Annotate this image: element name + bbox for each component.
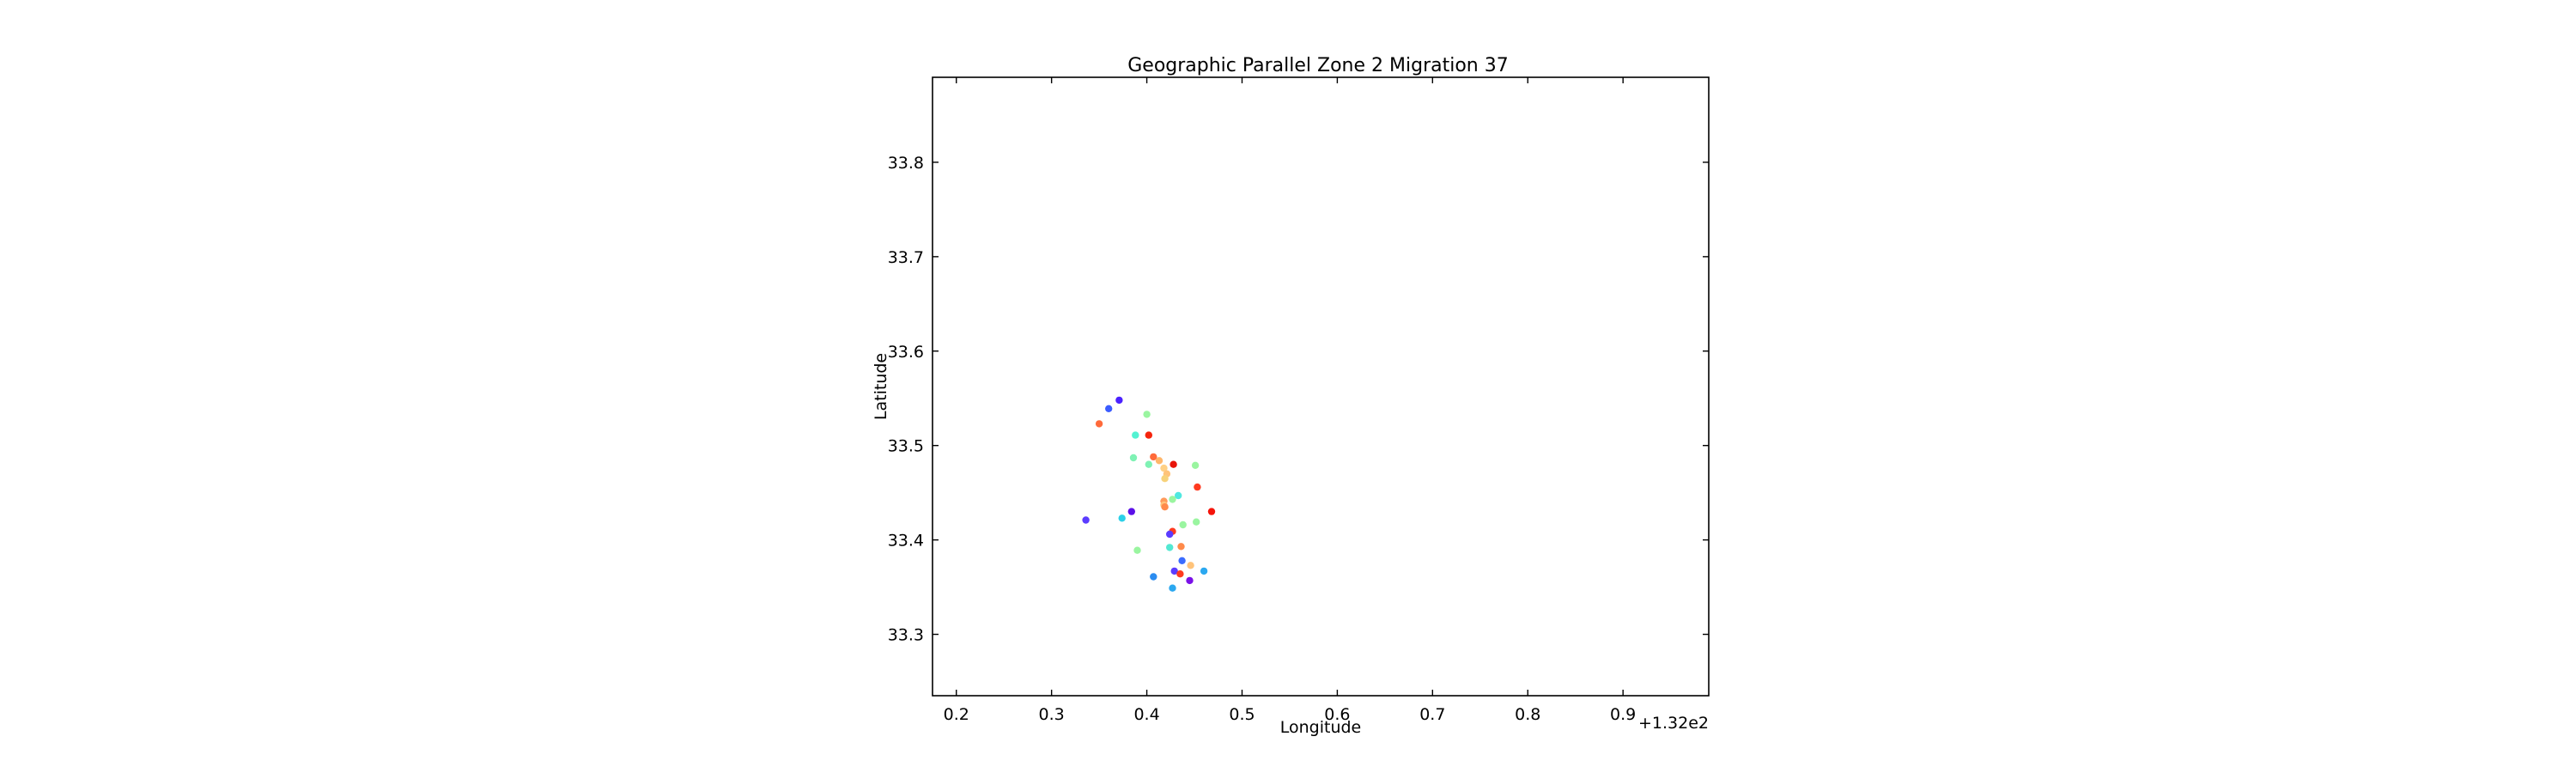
chart-title: Geographic Parallel Zone 2 Migration 37 <box>1127 55 1509 76</box>
x-tick-label: 0.3 <box>1039 705 1065 724</box>
data-point-35 <box>1200 567 1208 575</box>
data-point-2 <box>1105 405 1113 412</box>
y-tick-label: 33.6 <box>888 343 924 362</box>
y-tick-label: 33.5 <box>888 437 924 456</box>
data-point-16 <box>1194 483 1201 491</box>
y-axis: 33.3 33.4 33.5 33.6 33.7 33.8 <box>888 154 1709 645</box>
data-point-37 <box>1176 570 1184 578</box>
data-point-38 <box>1150 573 1157 581</box>
data-point-22 <box>1207 508 1216 515</box>
y-tick-label: 33.8 <box>888 154 924 173</box>
data-point-8 <box>1150 453 1157 461</box>
x-tick-label: 0.8 <box>1515 705 1540 724</box>
data-point-39 <box>1186 576 1194 585</box>
data-point-5 <box>1132 431 1139 439</box>
data-point-11 <box>1170 460 1177 468</box>
y-tick-label: 33.7 <box>888 248 924 267</box>
y-axis-label: Latitude <box>872 353 890 420</box>
data-point-21 <box>1161 503 1169 511</box>
data-point-34 <box>1187 562 1194 569</box>
points-layer <box>1082 396 1216 592</box>
data-point-26 <box>1193 518 1200 526</box>
data-point-24 <box>1118 514 1126 522</box>
data-point-33 <box>1178 557 1186 564</box>
x-offset-label: +1.32e2 <box>1638 714 1709 733</box>
data-point-18 <box>1169 496 1176 503</box>
data-point-30 <box>1177 543 1185 551</box>
data-point-36 <box>1170 567 1178 575</box>
data-point-12 <box>1191 461 1200 469</box>
x-tick-label: 0.4 <box>1133 705 1159 724</box>
x-tick-label: 0.6 <box>1324 705 1350 724</box>
data-point-17 <box>1175 491 1182 500</box>
data-point-7 <box>1129 453 1138 462</box>
data-point-9 <box>1155 457 1163 465</box>
x-tick-label: 0.5 <box>1229 705 1255 724</box>
x-tick-label: 0.9 <box>1610 705 1636 724</box>
x-axis-label: Longitude <box>1280 718 1362 737</box>
data-point-29 <box>1166 530 1174 539</box>
data-point-31 <box>1166 544 1174 551</box>
data-point-40 <box>1169 584 1176 592</box>
data-point-25 <box>1082 516 1090 524</box>
x-tick-label: 0.2 <box>944 705 969 724</box>
data-point-27 <box>1179 520 1187 529</box>
x-tick-label: 0.7 <box>1419 705 1445 724</box>
y-tick-label: 33.3 <box>888 626 924 645</box>
data-point-6 <box>1145 431 1153 439</box>
data-point-32 <box>1133 546 1141 554</box>
data-point-3 <box>1143 411 1151 418</box>
y-tick-label: 33.4 <box>888 532 924 551</box>
data-point-4 <box>1095 420 1103 428</box>
data-point-1 <box>1115 396 1123 405</box>
data-point-15 <box>1161 475 1169 483</box>
data-point-10 <box>1145 460 1153 468</box>
plot-frame <box>932 76 1710 697</box>
data-point-13 <box>1160 464 1168 472</box>
x-axis: 0.2 0.3 0.4 0.5 0.6 0.7 0.8 0.9 <box>944 77 1636 724</box>
data-point-23 <box>1127 508 1136 515</box>
